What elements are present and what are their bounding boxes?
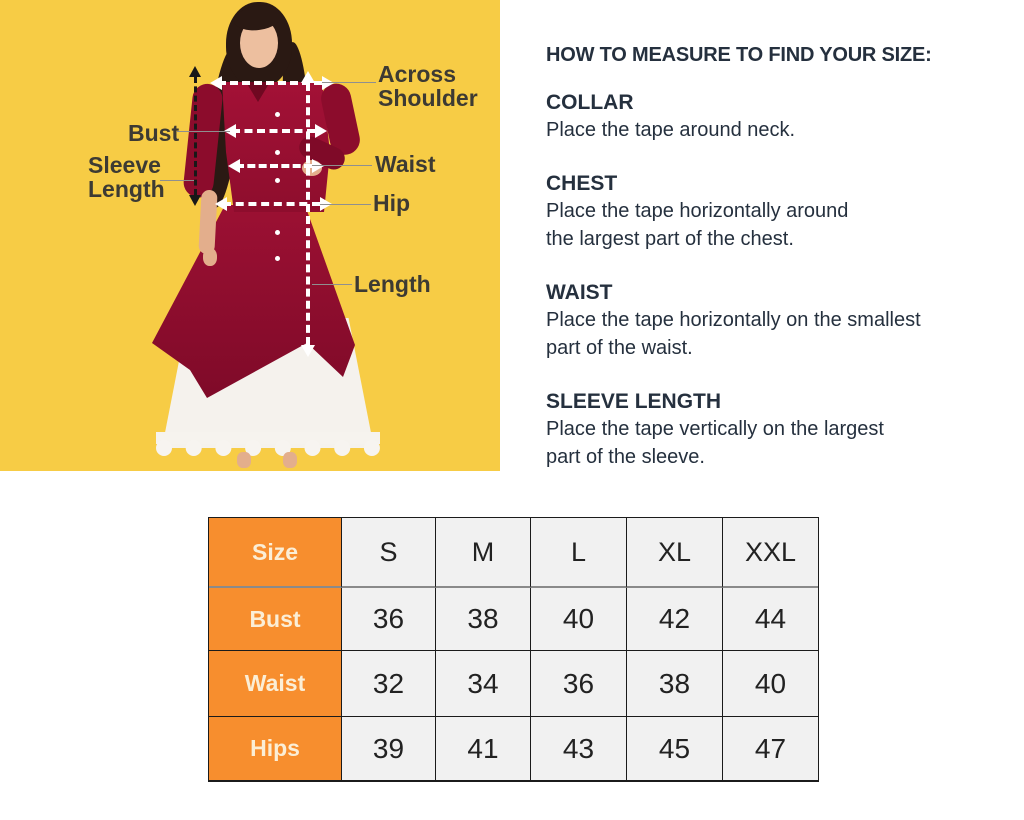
- bust-measure-line: [232, 129, 315, 133]
- instruction-text: part of the waist.: [546, 337, 693, 359]
- how-to-measure-section: HOW TO MEASURE TO FIND YOUR SIZE: COLLAR…: [546, 44, 966, 497]
- size-table-cell: 34: [436, 651, 531, 717]
- size-table-cell: 42: [627, 588, 723, 651]
- instruction-title: SLEEVE LENGTH: [546, 390, 722, 413]
- waist-measure-line: [236, 164, 312, 168]
- label-sleeve-line2: Length: [88, 176, 165, 202]
- size-table-cell: 38: [436, 588, 531, 651]
- arrow-up-icon: [301, 71, 315, 83]
- across-shoulder-measure-line: [218, 81, 322, 85]
- size-table-cell: 36: [531, 651, 627, 717]
- arrow-right-icon: [312, 159, 324, 173]
- sleeve-length-measure-line: [194, 77, 197, 195]
- instruction-text: Place the tape around neck.: [546, 119, 796, 141]
- size-table-header-l: L: [531, 518, 627, 588]
- size-table-cell: 43: [531, 717, 627, 781]
- size-table-header-s: S: [342, 518, 436, 588]
- arrow-right-icon: [322, 76, 334, 90]
- sleeve-length-connector: [160, 180, 194, 181]
- dress-button: [275, 150, 280, 155]
- size-table-cell: 41: [436, 717, 531, 781]
- label-waist: Waist: [375, 151, 436, 177]
- arrow-up-icon: [189, 66, 201, 77]
- size-table-row-label-waist: Waist: [209, 651, 342, 717]
- instruction-chest: CHEST Place the tape horizontally around…: [546, 170, 966, 253]
- size-table-header-m: M: [436, 518, 531, 588]
- label-across-line1: Across: [378, 61, 456, 87]
- arrow-left-icon: [210, 76, 222, 90]
- size-table-cell: 45: [627, 717, 723, 781]
- instruction-sleeve-length: SLEEVE LENGTH Place the tape vertically …: [546, 388, 966, 471]
- label-sleeve-length: Sleeve Length: [88, 153, 165, 201]
- instruction-waist: WAIST Place the tape horizontally on the…: [546, 279, 966, 362]
- arrow-down-icon: [301, 345, 315, 357]
- instruction-title: CHEST: [546, 172, 618, 195]
- arrow-left-icon: [228, 159, 240, 173]
- dress-button: [275, 112, 280, 117]
- model-hand-left: [203, 248, 217, 266]
- length-measure-line: [306, 83, 310, 345]
- arrow-left-icon: [215, 197, 227, 211]
- instruction-text: part of the sleeve.: [546, 446, 705, 468]
- dress-button: [275, 230, 280, 235]
- arrow-down-icon: [189, 195, 201, 206]
- label-across-line2: Shoulder: [378, 85, 478, 111]
- size-table-header-xl: XL: [627, 518, 723, 588]
- length-connector: [312, 284, 352, 285]
- size-table-row-label-bust: Bust: [209, 588, 342, 651]
- arrow-left-icon: [224, 124, 236, 138]
- instruction-text: Place the tape horizontally around: [546, 200, 849, 222]
- size-table-cell: 40: [723, 651, 818, 717]
- size-table-cell: 44: [723, 588, 818, 651]
- bust-connector: [177, 131, 230, 132]
- across-shoulder-connector: [322, 82, 376, 83]
- waist-connector: [312, 165, 372, 166]
- hip-measure-line: [223, 202, 320, 206]
- instructions-heading: HOW TO MEASURE TO FIND YOUR SIZE:: [546, 44, 932, 66]
- instruction-text: the largest part of the chest.: [546, 228, 794, 250]
- size-table-header-xxl: XXL: [723, 518, 818, 588]
- instruction-text: Place the tape vertically on the largest: [546, 418, 884, 440]
- measurement-diagram-panel: Across Shoulder Bust Sleeve Length Waist…: [0, 0, 500, 471]
- model-foot-right: [283, 452, 297, 468]
- label-across-shoulder: Across Shoulder: [378, 62, 478, 110]
- size-table-cell: 47: [723, 717, 818, 781]
- dress-button: [275, 256, 280, 261]
- hip-connector: [320, 204, 371, 205]
- label-length: Length: [354, 271, 431, 297]
- instruction-title: COLLAR: [546, 91, 634, 114]
- label-sleeve-line1: Sleeve: [88, 152, 161, 178]
- instruction-title: WAIST: [546, 281, 613, 304]
- size-table-cell: 40: [531, 588, 627, 651]
- size-table-row-label-hips: Hips: [209, 717, 342, 781]
- size-table-cell: 38: [627, 651, 723, 717]
- dress-button: [275, 178, 280, 183]
- label-hip: Hip: [373, 190, 411, 216]
- model-dress-neckline: [246, 82, 270, 102]
- instruction-collar: COLLAR Place the tape around neck.: [546, 89, 966, 144]
- size-table-cell: 39: [342, 717, 436, 781]
- size-table-cell: 36: [342, 588, 436, 651]
- label-bust: Bust: [128, 120, 180, 146]
- size-table-cell: 32: [342, 651, 436, 717]
- size-table-header-size: Size: [209, 518, 342, 588]
- model-skirt-lace-trim: [156, 440, 380, 456]
- size-chart-table: Size S M L XL XXL Bust 36 38 40 42 44 Wa…: [208, 517, 819, 782]
- instruction-text: Place the tape horizontally on the small…: [546, 309, 921, 331]
- arrow-right-icon: [315, 124, 327, 138]
- model-foot-left: [237, 452, 251, 468]
